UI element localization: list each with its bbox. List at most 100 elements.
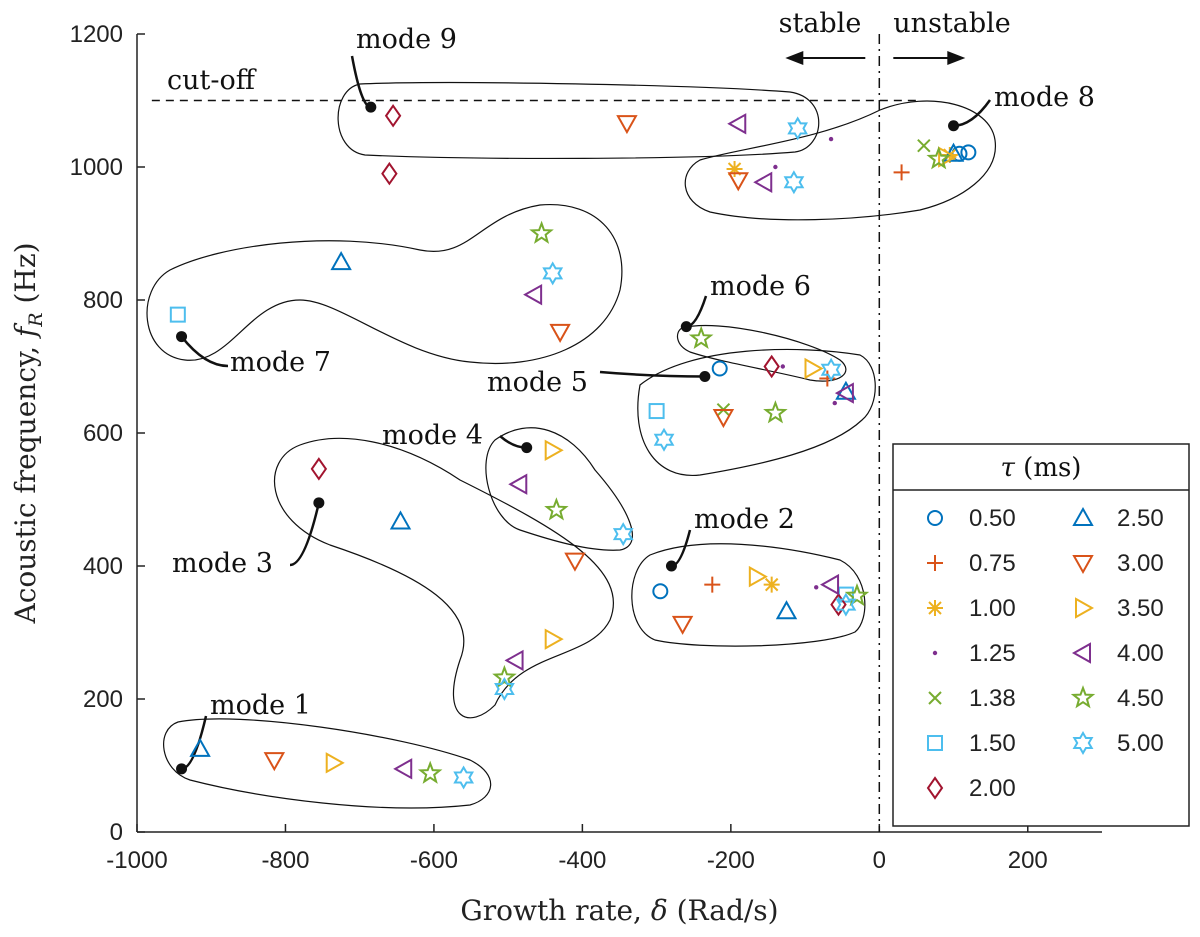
- legend-label: 5.00: [1117, 730, 1164, 757]
- legend: τ (ms) 0.50 0.75 1.00 1.25 1.38 1.50 2.00 2.50 3.…: [892, 443, 1190, 827]
- legend-label: 4.50: [1117, 685, 1164, 712]
- legend-marker-4-00: [1071, 642, 1091, 664]
- point-tau-5-00: [542, 261, 564, 286]
- legend-label: 2.00: [969, 775, 1016, 802]
- point-tau-1-25: [832, 400, 837, 406]
- mode-8-outline: [684, 100, 996, 221]
- mode-2-outline: [631, 543, 866, 647]
- legend-label: 2.50: [1117, 505, 1164, 532]
- point-tau-2-50: [389, 510, 412, 530]
- legend-marker-0-75: [927, 555, 943, 571]
- mode-label: mode 5: [487, 367, 588, 398]
- mode-callout-dot: [313, 497, 325, 509]
- mode-callout-dot: [365, 101, 377, 113]
- legend-label: 3.00: [1117, 550, 1164, 577]
- point-tau-0-75: [893, 164, 910, 181]
- legend-marker-1-50: [927, 735, 943, 751]
- point-tau-4-50: [529, 220, 554, 244]
- legend-label: 1.25: [969, 640, 1016, 667]
- point-tau-5-00: [787, 116, 809, 141]
- mode-callout-dot: [176, 331, 188, 343]
- legend-label: 3.50: [1117, 595, 1164, 622]
- legend-marker-3-00: [1072, 555, 1094, 575]
- point-tau-3-50: [804, 357, 824, 380]
- point-tau-3-50: [544, 439, 564, 461]
- point-tau-3-00: [727, 172, 749, 192]
- legend-marker-1-38: [928, 691, 942, 705]
- point-tau-4-50: [844, 583, 870, 607]
- point-tau-1-38: [917, 139, 931, 153]
- mode-label: mode 6: [710, 271, 811, 302]
- point-tau-4-50: [544, 497, 569, 521]
- legend-label: 0.75: [969, 550, 1016, 577]
- point-tau-0-75: [704, 576, 721, 593]
- stable-arrow-head: [785, 51, 804, 65]
- x-tick-label: -1000: [106, 847, 167, 874]
- point-tau-4-50: [688, 325, 714, 350]
- point-tau-4-00: [523, 283, 543, 306]
- legend-marker-1-25: [932, 650, 938, 656]
- legend-marker-4-50: [1070, 685, 1096, 709]
- point-tau-5-00: [783, 170, 805, 195]
- data-marks: [169, 104, 977, 790]
- series-3-00: [263, 115, 749, 772]
- y-tick-label: 1000: [70, 154, 123, 181]
- unstable-arrow-head: [947, 51, 966, 65]
- point-tau-2-00: [763, 354, 780, 379]
- point-tau-3-00: [712, 409, 735, 429]
- legend-marker-2-50: [1072, 506, 1094, 526]
- legend-label: 1.00: [969, 595, 1016, 622]
- point-tau-4-50: [492, 664, 517, 689]
- mode-7-outline: [146, 204, 623, 365]
- point-tau-5-00: [453, 765, 475, 790]
- legend-marker-2-00: [926, 776, 944, 800]
- legend-box: [892, 443, 1190, 827]
- point-tau-3-50: [748, 565, 768, 588]
- x-tick-label: -800: [261, 847, 309, 874]
- point-tau-2-00: [384, 104, 402, 128]
- mode-3-outline: [273, 437, 614, 719]
- point-tau-0-50: [960, 144, 977, 161]
- mode-label: mode 1: [210, 690, 311, 721]
- mode-callout-line: [180, 335, 229, 368]
- stable-label: stable: [779, 8, 862, 39]
- point-tau-1-25: [814, 585, 819, 590]
- point-tau-4-00: [727, 113, 747, 135]
- point-tau-4-00: [504, 649, 524, 672]
- y-axis-title: Acoustic frequency, fR (Hz): [9, 242, 47, 624]
- point-tau-1-25: [828, 136, 834, 142]
- point-tau-3-50: [938, 146, 958, 168]
- x-axis-title: Growth rate, δ (Rad/s): [460, 894, 778, 927]
- series-1-25: [773, 136, 837, 590]
- point-tau-2-00: [310, 457, 328, 481]
- y-tick-label: 0: [110, 819, 123, 846]
- y-tick-label: 200: [83, 686, 123, 713]
- point-tau-1-50: [648, 403, 665, 420]
- mode-label: mode 9: [356, 24, 457, 55]
- legend-title: τ (ms): [1001, 453, 1082, 483]
- point-tau-5-00: [835, 592, 857, 617]
- mode-callout-line: [350, 55, 372, 109]
- legend-label: 1.50: [969, 730, 1016, 757]
- point-tau-1-00: [726, 160, 743, 177]
- mode-label: mode 3: [172, 548, 273, 579]
- point-tau-2-50: [189, 737, 211, 757]
- legend-label: 1.38: [969, 685, 1016, 712]
- mode-4-outline: [485, 427, 633, 551]
- y-tick-label: 1200: [70, 21, 123, 48]
- point-tau-3-00: [671, 615, 694, 635]
- cluster-outlines: [146, 81, 996, 809]
- x-tick-label: -200: [707, 847, 755, 874]
- point-tau-2-00: [381, 161, 398, 186]
- mode-label: mode 4: [382, 420, 483, 451]
- point-tau-5-00: [653, 427, 675, 452]
- axes: -1000 -800 -600 -400 -200 0 200 0 200 400 600 800 10…: [9, 8, 1102, 927]
- y-tick-label: 600: [83, 420, 123, 447]
- point-tau-2-00: [830, 592, 847, 617]
- x-tick-label: -600: [410, 847, 458, 874]
- legend-label: 4.00: [1117, 640, 1164, 667]
- legend-marker-5-00: [1072, 731, 1094, 755]
- point-tau-3-50: [544, 628, 564, 650]
- series-2-00: [310, 104, 847, 617]
